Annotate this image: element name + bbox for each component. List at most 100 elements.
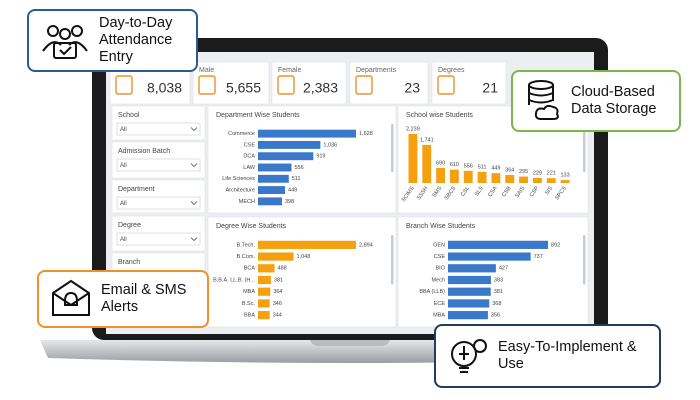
value-label: 610: [450, 162, 459, 168]
chevron: [190, 201, 198, 206]
bar: [448, 299, 490, 308]
callout-text: Email & SMS Alerts: [101, 282, 187, 315]
dropdown: [116, 196, 201, 210]
filter-label: Branch: [118, 259, 140, 266]
callout-text: Easy-To-Implement & Use: [498, 339, 637, 372]
bar: [258, 252, 294, 261]
chart-title: Department Wise Students: [216, 112, 300, 119]
value-label: 398: [285, 199, 294, 205]
bar: [258, 186, 286, 195]
card: [192, 61, 270, 105]
category-label: SLS: [474, 185, 485, 197]
category-label: B.Com.: [237, 254, 256, 260]
chevron: [190, 163, 198, 168]
callout-text: Day-to-Day Attendance Entry: [99, 15, 173, 65]
scrollbar: [583, 124, 586, 173]
icon: [528, 80, 559, 120]
callout: Email & SMS Alerts: [37, 270, 209, 328]
value-label: 690: [436, 160, 445, 166]
value-label: 892: [551, 242, 560, 248]
value-label: 221: [547, 171, 556, 177]
value-label: 511: [292, 176, 301, 182]
category-label: CSE: [244, 142, 256, 148]
dropdown-value: All: [120, 163, 127, 169]
bar: [448, 287, 491, 296]
filter-label: Department: [118, 186, 155, 193]
category-label: LAW: [243, 165, 256, 171]
category-label: CSL: [460, 186, 471, 198]
bar: [258, 287, 271, 296]
kpi-value: 2,383: [303, 80, 338, 96]
category-label: MECH: [239, 199, 255, 205]
value-label: 1,036: [323, 142, 337, 148]
base-notch: [310, 340, 390, 346]
bar: [258, 275, 271, 285]
kpi-value: 23: [404, 80, 420, 96]
value-label: 346: [273, 301, 282, 307]
chevron: [190, 127, 198, 132]
kpi-icon: [198, 75, 216, 95]
bar: [448, 264, 496, 273]
bar: [422, 144, 432, 183]
value-label: 556: [294, 165, 303, 171]
bar: [258, 197, 282, 206]
value-label: 344: [273, 313, 282, 319]
value-label: 488: [278, 266, 287, 272]
category-label: Architecture: [226, 188, 255, 194]
kpi-label: Male: [199, 67, 214, 74]
icon: [451, 339, 487, 373]
category-label: CSB: [501, 185, 513, 198]
value-label: 383: [494, 277, 503, 283]
category-label: CSE: [434, 254, 446, 260]
chevron: [190, 237, 198, 242]
bar: [258, 163, 292, 172]
bar: [546, 178, 556, 183]
kpi-icon: [437, 75, 455, 95]
value-label: 449: [491, 166, 500, 172]
chart-title: School wise Students: [406, 112, 473, 119]
category-label: BIO: [436, 266, 446, 272]
chart-title: Branch Wise Students: [406, 223, 476, 230]
value-label: 2,894: [359, 242, 373, 248]
bar: [448, 252, 531, 261]
bar: [463, 170, 473, 183]
value-label: 919: [316, 154, 325, 160]
category-label: GEN: [433, 242, 445, 248]
value-label: 737: [534, 254, 543, 260]
dropdown: [116, 158, 201, 172]
dropdown-value: All: [120, 201, 127, 207]
value-label: 229: [533, 170, 542, 176]
bar: [258, 240, 356, 249]
kpi-label: Degrees: [438, 67, 465, 74]
bar: [448, 311, 488, 320]
filter-label: Degree: [118, 222, 141, 229]
bar: [258, 140, 321, 149]
dropdown: [116, 232, 201, 246]
bar: [449, 169, 459, 183]
bar: [258, 299, 270, 308]
callout: Cloud-Based Data Storage: [511, 70, 681, 132]
card: [431, 61, 507, 105]
category-label: B.B.A. LL.B. (H...: [213, 277, 255, 283]
scrollbar: [391, 124, 394, 173]
icon: [52, 279, 90, 316]
bar: [560, 180, 570, 183]
dropdown-value: All: [120, 237, 127, 243]
callout: Day-to-Day Attendance Entry: [27, 9, 198, 72]
kpi-value: 8,038: [147, 80, 182, 96]
value-label: 427: [499, 266, 508, 272]
bar: [258, 129, 356, 138]
card: [207, 216, 397, 328]
value-label: 381: [494, 289, 503, 295]
value-label: 449: [288, 188, 297, 194]
value-label: 1,741: [420, 137, 434, 143]
bar: [448, 275, 491, 285]
card: [271, 61, 347, 105]
dropdown: [116, 122, 201, 136]
kpi-value: 21: [482, 80, 498, 96]
value-label: 295: [519, 169, 528, 175]
kpi-label: Female: [278, 67, 301, 74]
bar: [448, 240, 548, 249]
category-label: Commerce: [228, 131, 255, 137]
